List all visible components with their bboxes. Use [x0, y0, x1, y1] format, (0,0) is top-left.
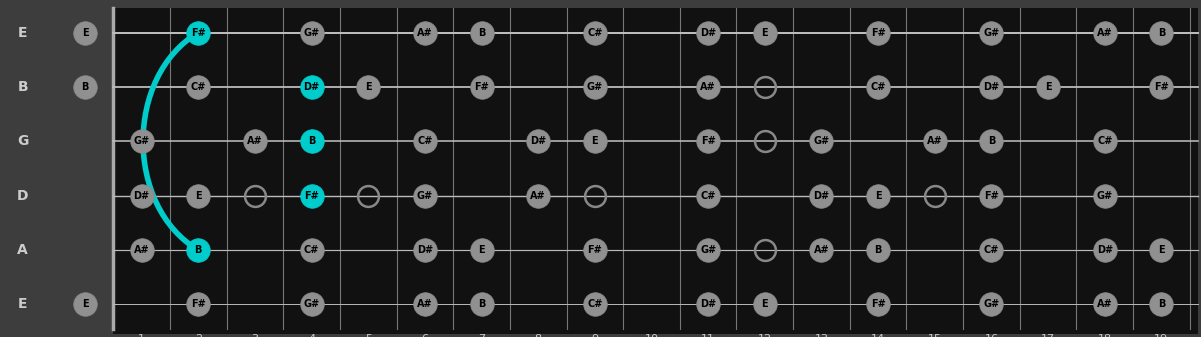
Text: C#: C# [304, 245, 319, 255]
Text: G#: G# [304, 28, 319, 38]
Text: G#: G# [700, 245, 716, 255]
Text: C#: C# [700, 191, 716, 201]
Text: A#: A# [417, 28, 432, 38]
Text: F#: F# [871, 299, 885, 309]
Text: 19: 19 [1154, 334, 1169, 337]
Text: E: E [478, 245, 485, 255]
Text: B: B [195, 245, 202, 255]
Text: 6: 6 [422, 334, 429, 337]
Text: G#: G# [984, 299, 999, 309]
Text: 3: 3 [251, 334, 258, 337]
Text: C#: C# [1097, 136, 1112, 146]
Text: G#: G# [304, 299, 319, 309]
Text: D#: D# [700, 299, 716, 309]
Text: B: B [1158, 299, 1165, 309]
Text: G#: G# [1097, 191, 1113, 201]
Text: E: E [1045, 82, 1051, 92]
Text: 8: 8 [534, 334, 542, 337]
Text: D#: D# [417, 245, 432, 255]
Text: E: E [82, 299, 89, 309]
Text: 9: 9 [591, 334, 598, 337]
Text: D#: D# [813, 191, 830, 201]
Text: E: E [365, 82, 371, 92]
Text: 16: 16 [985, 334, 998, 337]
Text: A#: A# [813, 245, 829, 255]
Text: D#: D# [700, 28, 716, 38]
Text: A#: A# [1097, 299, 1112, 309]
Text: 1: 1 [138, 334, 145, 337]
Text: 12: 12 [758, 334, 772, 337]
Text: 13: 13 [814, 334, 829, 337]
Text: D#: D# [1097, 245, 1113, 255]
Text: E: E [195, 191, 202, 201]
Text: A#: A# [700, 82, 716, 92]
Text: E: E [18, 26, 28, 40]
Text: G#: G# [984, 28, 999, 38]
Text: C#: C# [587, 299, 603, 309]
Text: 15: 15 [927, 334, 942, 337]
Text: B: B [82, 82, 89, 92]
Text: G: G [17, 134, 29, 148]
Text: B: B [17, 80, 28, 94]
Text: 2: 2 [195, 334, 202, 337]
Text: F#: F# [304, 191, 319, 201]
Text: E: E [82, 28, 89, 38]
Text: C#: C# [871, 82, 886, 92]
Text: A#: A# [1097, 28, 1112, 38]
Text: 4: 4 [307, 334, 315, 337]
Text: A#: A# [133, 245, 149, 255]
Text: F#: F# [191, 299, 205, 309]
Text: B: B [1158, 28, 1165, 38]
Text: B: B [478, 299, 485, 309]
Text: D#: D# [984, 82, 999, 92]
Text: 5: 5 [365, 334, 372, 337]
Text: E: E [761, 299, 769, 309]
Text: C#: C# [587, 28, 603, 38]
Text: F#: F# [871, 28, 885, 38]
Text: F#: F# [474, 82, 489, 92]
Text: B: B [987, 136, 996, 146]
Text: E: E [761, 28, 769, 38]
Text: 17: 17 [1041, 334, 1056, 337]
Text: A#: A# [531, 191, 546, 201]
Text: D#: D# [133, 191, 150, 201]
Text: C#: C# [191, 82, 205, 92]
Text: E: E [592, 136, 598, 146]
Text: A#: A# [247, 136, 263, 146]
Text: B: B [874, 245, 882, 255]
Text: 14: 14 [871, 334, 885, 337]
Text: A: A [17, 243, 28, 257]
Text: F#: F# [700, 136, 716, 146]
Text: A#: A# [927, 136, 943, 146]
Text: D: D [17, 189, 29, 203]
Text: G#: G# [813, 136, 830, 146]
Text: F#: F# [1154, 82, 1169, 92]
Text: F#: F# [984, 191, 999, 201]
Text: F#: F# [587, 245, 602, 255]
Text: 10: 10 [645, 334, 658, 337]
Text: B: B [478, 28, 485, 38]
Text: 7: 7 [478, 334, 485, 337]
Text: G#: G# [587, 82, 603, 92]
Text: E: E [1158, 245, 1165, 255]
Text: D#: D# [304, 82, 319, 92]
Text: B: B [307, 136, 316, 146]
Text: 11: 11 [701, 334, 715, 337]
Text: E: E [18, 297, 28, 311]
Text: C#: C# [984, 245, 999, 255]
Text: A#: A# [417, 299, 432, 309]
Text: G#: G# [133, 136, 150, 146]
Text: F#: F# [191, 28, 205, 38]
Text: G#: G# [417, 191, 432, 201]
Text: D#: D# [530, 136, 546, 146]
Text: C#: C# [417, 136, 432, 146]
Text: E: E [874, 191, 882, 201]
Text: 18: 18 [1098, 334, 1112, 337]
